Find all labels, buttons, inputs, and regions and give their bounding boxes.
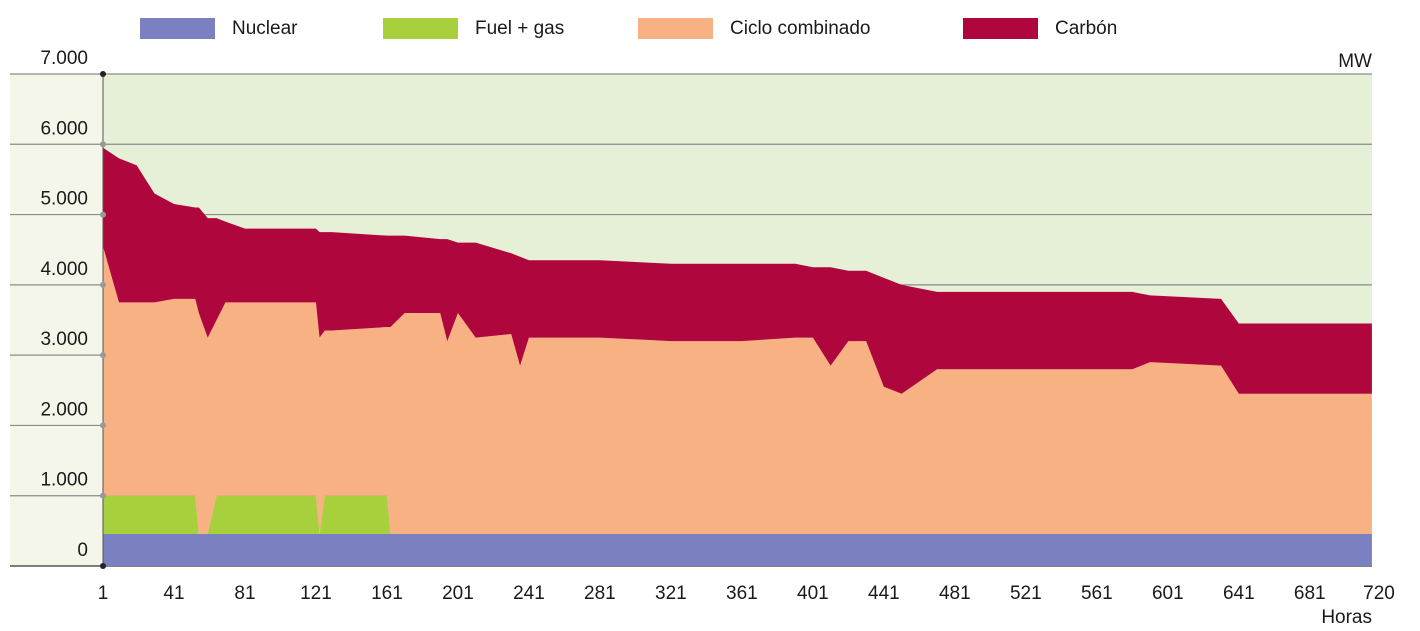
x-tick-label: 641 — [1223, 583, 1255, 604]
x-tick-label: 441 — [868, 583, 900, 604]
y-tick — [100, 211, 106, 218]
y-tick-label: 0 — [77, 540, 88, 561]
area — [103, 495, 1372, 535]
x-tick-label: 601 — [1152, 583, 1184, 604]
x-tick-label: 121 — [300, 583, 332, 604]
y-tick-label: 3.000 — [40, 329, 88, 350]
x-tick-label: 720 — [1363, 583, 1395, 604]
x-tick-label: 241 — [513, 583, 545, 604]
x-tick-label: 321 — [655, 583, 687, 604]
y-tick-label: 6.000 — [40, 118, 88, 139]
y-tick — [100, 352, 106, 359]
x-tick-label: 561 — [1081, 583, 1113, 604]
legend-swatch — [638, 18, 713, 39]
x-tick-label: 361 — [726, 583, 758, 604]
y-tick-label: 2.000 — [40, 399, 88, 420]
y-tick — [100, 281, 106, 288]
y-tick — [100, 492, 106, 499]
y-tick — [100, 563, 106, 569]
legend-swatch — [963, 18, 1038, 39]
y-tick-label: 4.000 — [40, 259, 88, 280]
y-tick — [100, 141, 106, 148]
legend-swatch — [140, 18, 215, 39]
axis-strip — [10, 74, 103, 566]
x-tick-label: 521 — [1010, 583, 1042, 604]
x-tick-label: 1 — [98, 583, 109, 604]
y-tick — [100, 422, 106, 429]
x-tick-label: 41 — [163, 583, 184, 604]
x-tick-label: 281 — [584, 583, 616, 604]
legend-label: Fuel + gas — [475, 18, 564, 39]
area — [103, 246, 1372, 535]
x-tick-label: 401 — [797, 583, 829, 604]
legend-label: Carbón — [1055, 18, 1117, 39]
y-tick-label: 5.000 — [40, 189, 88, 210]
legend-swatch — [383, 18, 458, 39]
x-tick-label: 161 — [371, 583, 403, 604]
x-tick-label: 201 — [442, 583, 474, 604]
area — [103, 534, 1372, 566]
x-tick-label: 81 — [234, 583, 255, 604]
y-tick — [100, 71, 106, 77]
x-tick-label: 481 — [939, 583, 971, 604]
legend-label: Nuclear — [232, 18, 298, 39]
y-axis-label: MW — [1338, 51, 1372, 72]
legend-label: Ciclo combinado — [730, 18, 870, 39]
area — [103, 147, 1372, 394]
x-tick-label: 681 — [1294, 583, 1326, 604]
x-axis-label: Horas — [1321, 607, 1372, 626]
y-tick-label: 7.000 — [40, 48, 88, 69]
y-tick-label: 1.000 — [40, 470, 88, 491]
